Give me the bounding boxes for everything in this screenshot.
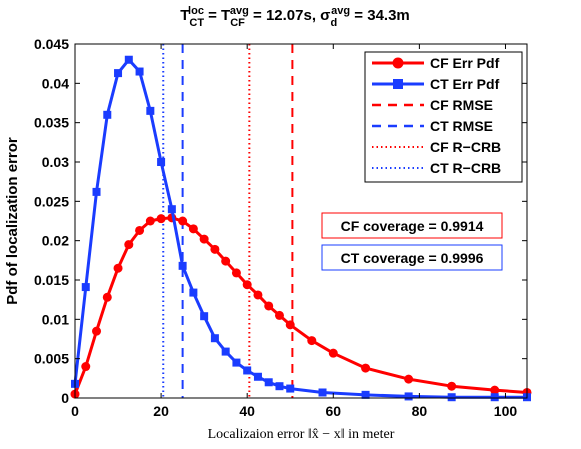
ct-err-pdf-point — [447, 393, 456, 402]
ct-err-pdf-point — [103, 110, 112, 119]
ct-err-pdf-point — [253, 372, 262, 381]
x-tick-label: 80 — [412, 403, 428, 419]
y-tick-label: 0 — [61, 390, 69, 406]
legend-label-cf-rmse: CF RMSE — [430, 97, 493, 113]
ct-coverage-annotation: CT coverage = 0.9996 — [321, 244, 503, 271]
ct-err-pdf-point — [157, 158, 166, 166]
ct-err-pdf-point — [243, 366, 252, 375]
x-tick-label: 0 — [71, 403, 79, 419]
cf-err-pdf-point — [113, 263, 123, 273]
ct-err-pdf-point — [146, 106, 155, 115]
y-tick-label: 0.015 — [34, 272, 69, 288]
y-tick-label: 0.005 — [34, 351, 69, 367]
legend-label-cf-err-pdf: CF Err Pdf — [430, 55, 500, 71]
ct-err-pdf-point — [275, 382, 284, 391]
cf-coverage-annotation: CF coverage = 0.9914 — [321, 212, 503, 239]
chart-title: TCTloc = TCFavg = 12.07s, σdavg = 34.3m — [180, 5, 410, 29]
cf-err-pdf-point — [328, 348, 338, 358]
cf-err-pdf-point — [199, 234, 209, 244]
cf-coverage-box — [321, 212, 503, 239]
legend-marker-cf-err-pdf — [392, 57, 404, 69]
ct-err-pdf-point — [361, 390, 370, 399]
y-tick-label: 0.04 — [42, 75, 69, 91]
axis-ticks: 0 20 40 60 80 100 0 0.005 0.01 0.015 0.02 0.025 0.03… — [34, 36, 527, 419]
cf-err-pdf-point — [242, 280, 252, 290]
ct-err-pdf-point — [81, 283, 90, 292]
cf-err-pdf-point — [102, 292, 112, 302]
ct-err-pdf-point — [232, 358, 241, 367]
legend-swatches — [372, 57, 424, 169]
y-tick-label: 0.01 — [42, 311, 69, 327]
ct-err-pdf-point — [114, 69, 123, 78]
ct-err-pdf-point — [221, 347, 230, 356]
cf-err-pdf-point — [81, 362, 91, 372]
ct-err-pdf-point — [318, 388, 327, 397]
ct-err-pdf-point — [124, 55, 133, 64]
ct-err-pdf-point — [264, 378, 273, 387]
ct-err-pdf-point — [210, 334, 219, 343]
cf-err-pdf-point — [404, 374, 414, 384]
ct-coverage-text: CT coverage = 0.9996 — [341, 250, 484, 266]
cf-err-pdf-point — [307, 336, 317, 346]
x-axis-label: Localizaion error ‖x̂ − x‖ in meter — [208, 427, 395, 442]
legend-label-ct-r-crb: CT R−CRB — [430, 160, 501, 176]
cf-coverage-text: CF coverage = 0.9914 — [341, 218, 484, 234]
ct-err-pdf-point — [92, 187, 101, 196]
y-tick-label: 0.03 — [42, 154, 69, 170]
plot-area-frame — [74, 43, 528, 399]
x-tick-label: 60 — [325, 403, 341, 419]
cf-err-pdf-point — [178, 216, 188, 226]
cf-err-pdf-point — [361, 363, 371, 373]
ct-err-pdf-point — [200, 312, 209, 321]
cf-err-pdf-point — [253, 290, 263, 300]
legend-label-cf-r-crb: CF R−CRB — [430, 139, 501, 155]
cf-err-pdf-point — [264, 301, 274, 311]
cf-err-pdf-point — [135, 225, 145, 235]
ct-err-pdf-point — [490, 393, 499, 402]
x-tick-label: 100 — [494, 403, 518, 419]
ct-coverage-box — [321, 244, 503, 271]
cf-err-pdf-point — [490, 385, 500, 395]
y-tick-label: 0.045 — [34, 36, 69, 52]
ct-err-pdf-point — [189, 288, 198, 297]
x-tick-label: 20 — [153, 403, 169, 419]
y-tick-label: 0.035 — [34, 115, 69, 131]
cf-err-pdf-point — [188, 224, 198, 234]
legend-marker-ct-err-pdf — [393, 79, 403, 89]
x-tick-label: 40 — [239, 403, 255, 419]
legend-box — [364, 51, 523, 183]
cf-err-pdf-point — [231, 268, 241, 278]
cf-err-pdf-point — [210, 244, 220, 254]
legend: CF Err Pdf CT Err Pdf CF RMSE CT RMSE CF… — [364, 51, 523, 183]
ct-err-pdf-point — [178, 261, 187, 270]
legend-label-ct-err-pdf: CT Err Pdf — [430, 76, 500, 92]
ct-err-pdf-point — [404, 392, 413, 401]
y-axis-label: Pdf of localization error — [4, 137, 21, 305]
ct-err-pdf-point — [167, 205, 176, 214]
cf-err-pdf-line — [73, 216, 528, 395]
cf-err-pdf-point — [274, 310, 284, 320]
legend-label-ct-rmse: CT RMSE — [430, 118, 493, 134]
y-tick-label: 0.02 — [42, 233, 69, 249]
cf-err-pdf-point — [145, 216, 155, 226]
y-tick-label: 0.025 — [34, 193, 69, 209]
cf-err-pdf-point — [221, 256, 231, 266]
cf-err-pdf-point — [124, 240, 134, 250]
ct-err-pdf-point — [135, 67, 144, 76]
ct-err-pdf-point — [286, 384, 295, 393]
cf-err-pdf-point — [285, 320, 295, 330]
cf-err-pdf-point — [92, 326, 102, 336]
cf-err-pdf-point — [156, 214, 166, 224]
cf-err-pdf-point — [447, 381, 457, 391]
